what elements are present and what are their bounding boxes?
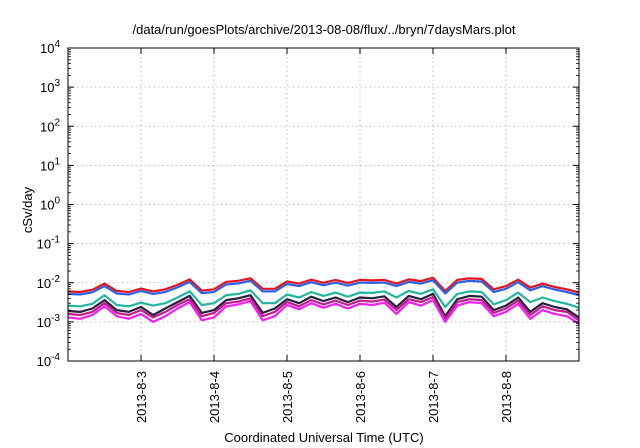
series-line-4: [67, 292, 580, 319]
x-tick-label: 2013-8-5: [280, 371, 295, 423]
x-tick-labels: 2013-8-3 2013-8-4 2013-8-5 2013-8-6 2013-8-7…: [134, 371, 514, 423]
x-tick-label: 2013-8-7: [426, 371, 441, 423]
y-tick-label: 103: [40, 78, 60, 95]
chart-title: /data/run/goesPlots/archive/2013-08-08/f…: [133, 22, 516, 37]
series-line-3: [67, 288, 580, 309]
y-tick-label: 101: [40, 156, 60, 173]
y-tick-label: 104: [40, 39, 60, 56]
series-line-5: [67, 296, 580, 322]
y-tick-labels: 10-4 10-3 10-2 10-1 100 101 102 103 104: [37, 39, 61, 369]
series-lines: [67, 276, 580, 325]
x-tick-label: 2013-8-6: [353, 371, 368, 423]
y-tick-label: 10-1: [37, 235, 61, 252]
y-tick-label: 10-2: [37, 274, 61, 291]
y-axis-title: cSv/day: [20, 186, 35, 233]
y-tick-label: 100: [40, 196, 60, 213]
ticks: [68, 47, 579, 362]
y-tick-label: 10-3: [37, 313, 61, 330]
series-line-6: [67, 299, 580, 325]
series-line-1: [67, 276, 580, 294]
x-axis-title: Coordinated Universal Time (UTC): [224, 430, 423, 445]
x-tick-label: 2013-8-8: [499, 371, 514, 423]
x-tick-label: 2013-8-3: [134, 371, 149, 423]
x-tick-label: 2013-8-4: [207, 371, 222, 423]
y-tick-label: 102: [40, 117, 60, 134]
y-tick-label: 10-4: [37, 352, 61, 369]
series-line-2: [67, 279, 580, 297]
